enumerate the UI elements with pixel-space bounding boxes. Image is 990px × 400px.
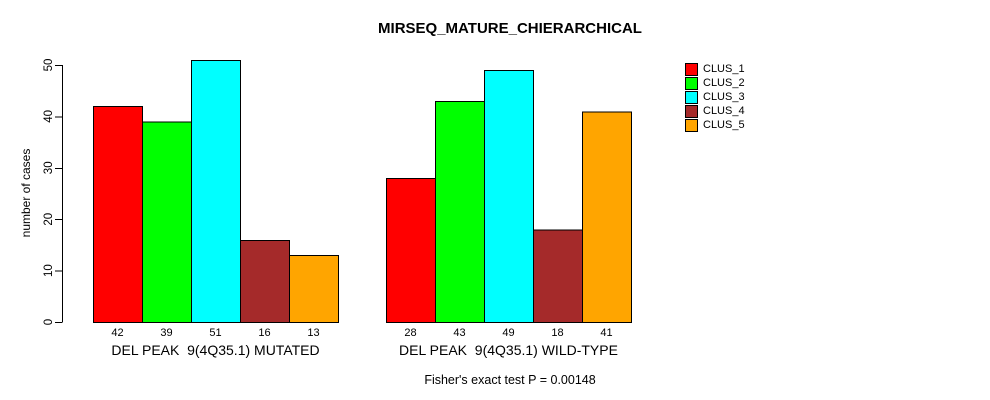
legend-label: CLUS_1 [703, 63, 745, 75]
bar-value-label: 51 [209, 327, 221, 339]
y-axis-tick-label: 40 [43, 110, 55, 123]
bar-value-label: 28 [404, 327, 416, 339]
y-axis-tick-label: 30 [43, 161, 55, 174]
legend: CLUS_1 CLUS_2 CLUS_3 CLUS_4 CLUS_5 [685, 62, 745, 132]
legend-swatch [685, 104, 698, 118]
legend-item: CLUS_1 [685, 62, 745, 76]
legend-swatch [685, 90, 698, 104]
bar-value-label: 41 [600, 327, 612, 339]
legend-swatch [685, 62, 698, 76]
bar-clus_1-group1 [93, 106, 143, 324]
legend-item: CLUS_2 [685, 76, 745, 90]
bar-value-label: 49 [502, 327, 514, 339]
y-axis-tick-label: 0 [43, 319, 55, 325]
legend-label: CLUS_3 [703, 91, 745, 103]
x-group-label: DEL PEAK 9(4Q35.1) MUTATED [111, 342, 320, 358]
chart-title: MIRSEQ_MATURE_CHIERARCHICAL [378, 20, 642, 37]
bar-clus_2-group1 [142, 121, 192, 324]
bar-clus_4-group1 [240, 239, 290, 323]
legend-swatch [685, 76, 698, 90]
y-axis-label: number of cases [19, 148, 33, 238]
bar-clus_3-group1 [191, 59, 241, 324]
bar-value-label: 39 [160, 327, 172, 339]
bar-clus_2-group2 [435, 100, 485, 324]
legend-item: CLUS_4 [685, 104, 745, 118]
bar-clus_4-group2 [533, 229, 583, 323]
bar-value-label: 42 [111, 327, 123, 339]
bar-value-label: 18 [551, 327, 563, 339]
bar-clus_1-group2 [386, 178, 436, 323]
legend-swatch [685, 118, 698, 132]
legend-item: CLUS_3 [685, 90, 745, 104]
legend-label: CLUS_5 [703, 119, 745, 131]
x-group-label: DEL PEAK 9(4Q35.1) WILD-TYPE [399, 342, 618, 358]
legend-item: CLUS_5 [685, 118, 745, 132]
bar-clus_5-group1 [289, 255, 339, 323]
y-axis-tick-label: 10 [43, 264, 55, 277]
bar-clus_3-group2 [484, 70, 534, 323]
bar-value-label: 13 [307, 327, 319, 339]
legend-label: CLUS_4 [703, 105, 745, 117]
y-axis-tick-label: 50 [43, 59, 55, 72]
bar-clus_5-group2 [582, 111, 632, 324]
bar-value-label: 16 [258, 327, 270, 339]
bar-value-label: 43 [453, 327, 465, 339]
y-axis-tick-label: 20 [43, 213, 55, 226]
annotation-text: Fisher's exact test P = 0.00148 [424, 373, 596, 387]
legend-label: CLUS_2 [703, 77, 745, 89]
